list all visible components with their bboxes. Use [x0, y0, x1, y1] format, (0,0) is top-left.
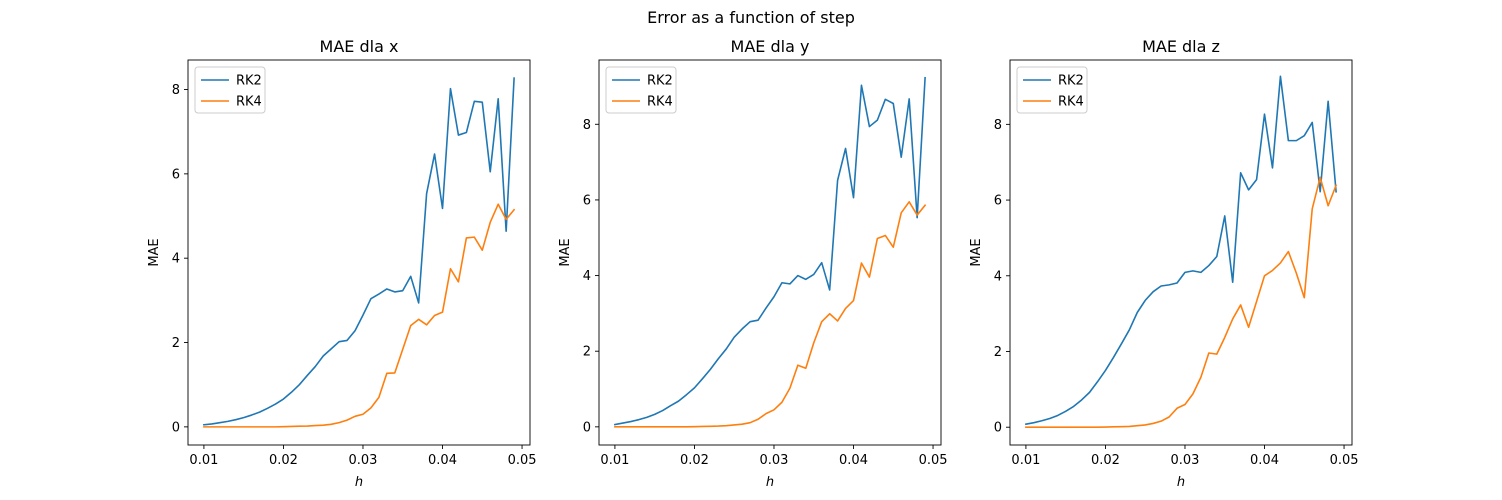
x-tick-label: 0.03 [760, 453, 789, 468]
y-tick-label: 6 [994, 194, 1002, 209]
x-tick-label: 0.05 [508, 453, 537, 468]
y-axis-label: MAE [147, 238, 162, 266]
figure-suptitle: Error as a function of step [647, 8, 855, 27]
series-lines [1024, 75, 1338, 429]
x-tick-label: 0.05 [919, 453, 948, 468]
x-tick-label: 0.01 [600, 453, 629, 468]
y-tick-label: 0 [994, 421, 1002, 436]
subplot-3: MAE dla z 0.01 0.02 0.03 0.04 0.05 0 2 4 6 8 h MAE RK… [969, 37, 1359, 490]
x-tick-label: 0.04 [428, 453, 457, 468]
axes-frame [1009, 59, 1353, 446]
y-tick-label: 0 [172, 420, 180, 435]
x-tick-label: 0.01 [1011, 453, 1040, 468]
subplot-1: MAE dla x 0.01 0.02 0.03 0.04 0.05 0 2 4 6 8 h MAE RK… [147, 37, 537, 490]
legend-label-rk2: RK2 [647, 74, 673, 89]
x-axis-label: h [1177, 475, 1185, 490]
x-tick-label: 0.04 [839, 453, 868, 468]
y-tick-label: 4 [583, 269, 591, 284]
x-axis-label: h [355, 475, 363, 490]
x-tick-label: 0.04 [1250, 453, 1279, 468]
subplots: MAE dla x 0.01 0.02 0.03 0.04 0.05 0 2 4 6 8 h MAE RK… [147, 37, 1359, 490]
legend-label-rk2: RK2 [1058, 74, 1084, 89]
subplot-2: MAE dla y 0.01 0.02 0.03 0.04 0.05 0 2 4 6 8 h MAE RK… [558, 37, 948, 490]
x-tick-label: 0.02 [269, 453, 298, 468]
y-tick-label: 6 [583, 193, 591, 208]
y-tick-label: 8 [172, 83, 180, 98]
y-tick-label: 0 [583, 420, 591, 435]
series-line-rk4 [203, 203, 516, 428]
series-lines [203, 77, 516, 428]
series-line-rk4 [614, 201, 927, 428]
series-line-rk2 [1024, 75, 1337, 426]
subplot-title: MAE dla y [731, 37, 810, 56]
axes-frame [598, 59, 942, 446]
y-tick-label: 2 [994, 345, 1002, 360]
y-tick-label: 6 [172, 167, 180, 182]
y-axis-label: MAE [558, 238, 573, 266]
y-tick-label: 4 [172, 252, 180, 267]
y-tick-label: 8 [994, 118, 1002, 133]
legend-label-rk4: RK4 [1058, 95, 1084, 110]
y-tick-label: 4 [994, 269, 1002, 284]
subplot-title: MAE dla z [1142, 37, 1220, 56]
x-tick-label: 0.05 [1330, 453, 1359, 468]
y-axis-label: MAE [969, 238, 984, 266]
subplot-title: MAE dla x [320, 37, 399, 56]
series-line-rk2 [203, 77, 515, 426]
legend-label-rk4: RK4 [236, 95, 262, 110]
x-tick-label: 0.01 [189, 453, 218, 468]
y-tick-label: 8 [583, 118, 591, 133]
x-axis-label: h [766, 475, 774, 490]
series-line-rk4 [1025, 176, 1338, 429]
axes-frame [187, 59, 531, 446]
y-tick-label: 2 [583, 345, 591, 360]
x-tick-label: 0.02 [680, 453, 709, 468]
y-tick-label: 2 [172, 336, 180, 351]
x-tick-label: 0.02 [1091, 453, 1120, 468]
series-lines [613, 76, 927, 428]
x-tick-label: 0.03 [1171, 453, 1200, 468]
legend-label-rk2: RK2 [236, 74, 262, 89]
legend-label-rk4: RK4 [647, 95, 673, 110]
x-tick-label: 0.03 [349, 453, 378, 468]
series-line-rk2 [613, 76, 926, 426]
